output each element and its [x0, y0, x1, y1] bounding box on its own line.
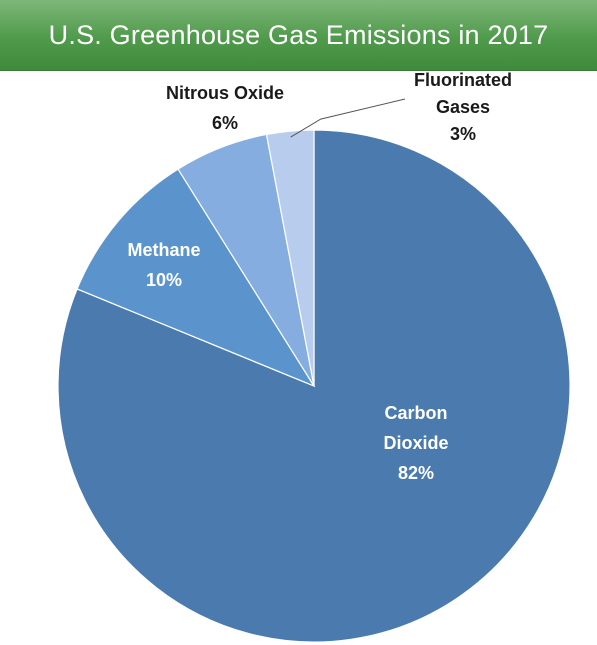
- slice-label-carbon-dioxide-value: 82%: [398, 463, 434, 483]
- slice-label-methane-name: Methane: [127, 240, 200, 260]
- slice-label-fluorinated-gases-name: Fluorinated: [414, 70, 512, 90]
- leader-line-fluorinated-gases: [290, 98, 406, 138]
- slice-label-carbon-dioxide-name: Dioxide: [383, 433, 448, 453]
- slice-label-fluorinated-gases-name: Gases: [436, 97, 490, 117]
- slice-label-nitrous-oxide-value: 6%: [212, 113, 238, 133]
- pie-slice-fluorinated-gases: [265, 129, 315, 387]
- chart-title: U.S. Greenhouse Gas Emissions in 2017: [48, 20, 549, 50]
- slice-label-methane-value: 10%: [146, 270, 182, 290]
- pie-labels: Carbon Dioxide 82% Methane 10% Nitrous Oxide 6…: [127, 70, 512, 483]
- title-banner: [0, 0, 597, 71]
- slice-label-fluorinated-gases-value: 3%: [450, 124, 476, 144]
- pie-slice-methane: [76, 168, 316, 388]
- slice-label-carbon-dioxide-name: Carbon: [385, 403, 448, 423]
- pie-slices: [57, 129, 571, 643]
- leader-lines: [290, 98, 406, 138]
- slice-label-nitrous-oxide-name: Nitrous Oxide: [166, 83, 284, 103]
